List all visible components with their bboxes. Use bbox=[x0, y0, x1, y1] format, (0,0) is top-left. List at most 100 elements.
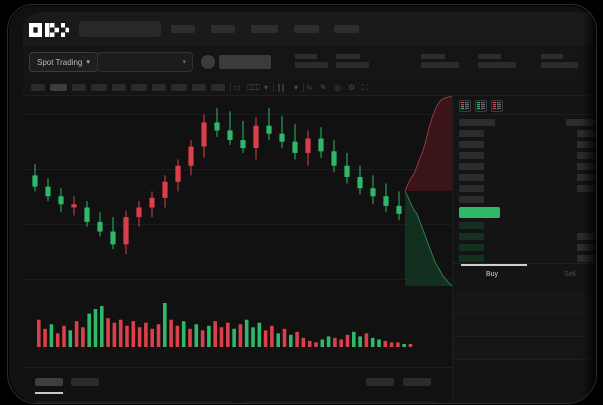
ask-row-price[interactable] bbox=[459, 152, 484, 159]
orderbook-both-icon[interactable] bbox=[459, 100, 471, 112]
indicators-caret-icon[interactable]: ▾ bbox=[264, 83, 269, 92]
magnet-icon[interactable]: ◎ bbox=[334, 83, 341, 92]
orderbook-rows[interactable] bbox=[453, 115, 596, 263]
timeframe-5[interactable] bbox=[112, 84, 126, 91]
market-type-label: Spot Trading bbox=[37, 57, 83, 67]
candlestick-series bbox=[32, 108, 402, 254]
bid-row-amount bbox=[577, 244, 596, 251]
orders-action-2[interactable] bbox=[403, 378, 431, 386]
ask-row-amount bbox=[577, 141, 596, 148]
market-type-dropdown[interactable]: Spot Trading ▾ bbox=[29, 52, 98, 72]
tab-buy[interactable]: Buy bbox=[485, 271, 499, 278]
ticker-stat-4 bbox=[478, 54, 516, 68]
orders-tab-1[interactable] bbox=[35, 378, 63, 386]
nav-item-4[interactable] bbox=[294, 25, 319, 33]
order-total-field[interactable] bbox=[453, 338, 596, 360]
bid-row-price[interactable] bbox=[459, 255, 484, 262]
timeframe-10[interactable] bbox=[211, 84, 225, 91]
pair-name-label bbox=[219, 55, 271, 69]
ask-row-price[interactable] bbox=[459, 163, 484, 170]
timeframe-9[interactable] bbox=[192, 84, 206, 91]
timeframe-4[interactable] bbox=[91, 84, 107, 91]
order-amount-field[interactable] bbox=[453, 315, 596, 337]
ticker-bar: Spot Trading ▾ ▾ bbox=[23, 46, 596, 79]
chevron-down-icon: ▾ bbox=[86, 59, 90, 66]
orders-panel-left bbox=[35, 401, 233, 403]
bid-row-price[interactable] bbox=[459, 222, 484, 229]
candles-icon[interactable]: ▭ bbox=[233, 83, 241, 92]
orderbook-header bbox=[453, 96, 596, 115]
last-price-highlight bbox=[459, 207, 500, 218]
toolbar-divider bbox=[303, 83, 304, 92]
market-depth-overlay bbox=[405, 96, 452, 286]
search-input[interactable] bbox=[79, 21, 161, 37]
orders-tab-2[interactable] bbox=[71, 378, 99, 386]
timeframe-7[interactable] bbox=[152, 84, 166, 91]
ask-row-price[interactable] bbox=[459, 141, 484, 148]
timeframe-1[interactable] bbox=[31, 84, 45, 91]
ask-row-price[interactable] bbox=[459, 196, 484, 203]
coin-avatar bbox=[201, 55, 215, 69]
pair-select-dropdown[interactable]: ▾ bbox=[97, 52, 193, 72]
nav-item-5[interactable] bbox=[334, 25, 359, 33]
buy-tab-indicator bbox=[461, 264, 527, 266]
tab-sell[interactable]: Sell bbox=[564, 271, 576, 278]
settings-icon[interactable]: ⚙ bbox=[348, 83, 356, 92]
ask-row-amount bbox=[577, 130, 596, 137]
trade-sidebar: Buy Sell bbox=[452, 96, 596, 403]
ticker-stat-5 bbox=[541, 54, 578, 68]
line-tool-icon[interactable]: ∿ bbox=[306, 83, 313, 92]
ask-row-amount bbox=[577, 174, 596, 181]
timeframe-2[interactable] bbox=[50, 84, 67, 91]
nav-item-3[interactable] bbox=[251, 25, 278, 33]
chart-toolbar: ▭ ⎅⎅ ▾ ∥∥ ▾ ∿ ✎ ◎ ⚙ ⛶ bbox=[23, 79, 596, 96]
okx-logo-icon[interactable] bbox=[29, 22, 71, 37]
bid-row-amount bbox=[577, 255, 596, 262]
gridline bbox=[23, 224, 452, 225]
volume-series bbox=[37, 303, 413, 347]
nav-item-2[interactable] bbox=[211, 25, 235, 33]
app-screen: Spot Trading ▾ ▾ bbox=[23, 12, 596, 403]
timeframe-3[interactable] bbox=[72, 84, 86, 91]
indicators-icon[interactable]: ⎅⎅ bbox=[247, 83, 260, 92]
timeframe-8[interactable] bbox=[171, 84, 187, 91]
ticker-stat-1 bbox=[295, 54, 328, 68]
orderbook-asks-icon[interactable] bbox=[491, 100, 503, 112]
app-body: Buy Sell bbox=[23, 96, 596, 403]
ask-row-price[interactable] bbox=[459, 185, 484, 192]
ticker-stat-3 bbox=[421, 54, 459, 68]
timeframe-6[interactable] bbox=[131, 84, 147, 91]
ask-row-price[interactable] bbox=[459, 174, 484, 181]
ticker-stat-2 bbox=[336, 54, 369, 68]
gridline bbox=[23, 114, 452, 115]
chart-type-icon[interactable]: ∥∥ bbox=[277, 83, 285, 92]
gridline bbox=[23, 169, 452, 170]
chevron-down-icon: ▾ bbox=[182, 59, 186, 66]
ask-row-amount bbox=[566, 119, 596, 126]
toolbar-divider bbox=[230, 83, 231, 92]
pencil-icon[interactable]: ✎ bbox=[320, 83, 327, 92]
bid-row-price[interactable] bbox=[459, 233, 484, 240]
ask-row-price[interactable] bbox=[459, 119, 495, 126]
bid-row-price[interactable] bbox=[459, 244, 484, 251]
device-frame: Spot Trading ▾ ▾ bbox=[7, 4, 597, 404]
bid-row-amount bbox=[577, 233, 596, 240]
chart-type-caret-icon[interactable]: ▾ bbox=[294, 83, 299, 92]
price-chart[interactable] bbox=[23, 96, 452, 367]
toolbar-divider bbox=[273, 83, 274, 92]
ask-row-amount bbox=[577, 152, 596, 159]
orders-panel-right bbox=[241, 401, 439, 403]
order-price-field[interactable] bbox=[453, 292, 596, 314]
orderbook-bids-icon[interactable] bbox=[475, 100, 487, 112]
ask-row-amount bbox=[577, 163, 596, 170]
ask-row-amount bbox=[577, 185, 596, 192]
active-tab-indicator bbox=[35, 392, 63, 394]
order-side-tabs: Buy Sell bbox=[453, 263, 596, 287]
app-header bbox=[23, 12, 596, 46]
fullscreen-icon[interactable]: ⛶ bbox=[362, 83, 368, 92]
ask-row-price[interactable] bbox=[459, 130, 484, 137]
nav-item-1[interactable] bbox=[171, 25, 195, 33]
gridline bbox=[23, 279, 452, 280]
orders-action-1[interactable] bbox=[366, 378, 394, 386]
